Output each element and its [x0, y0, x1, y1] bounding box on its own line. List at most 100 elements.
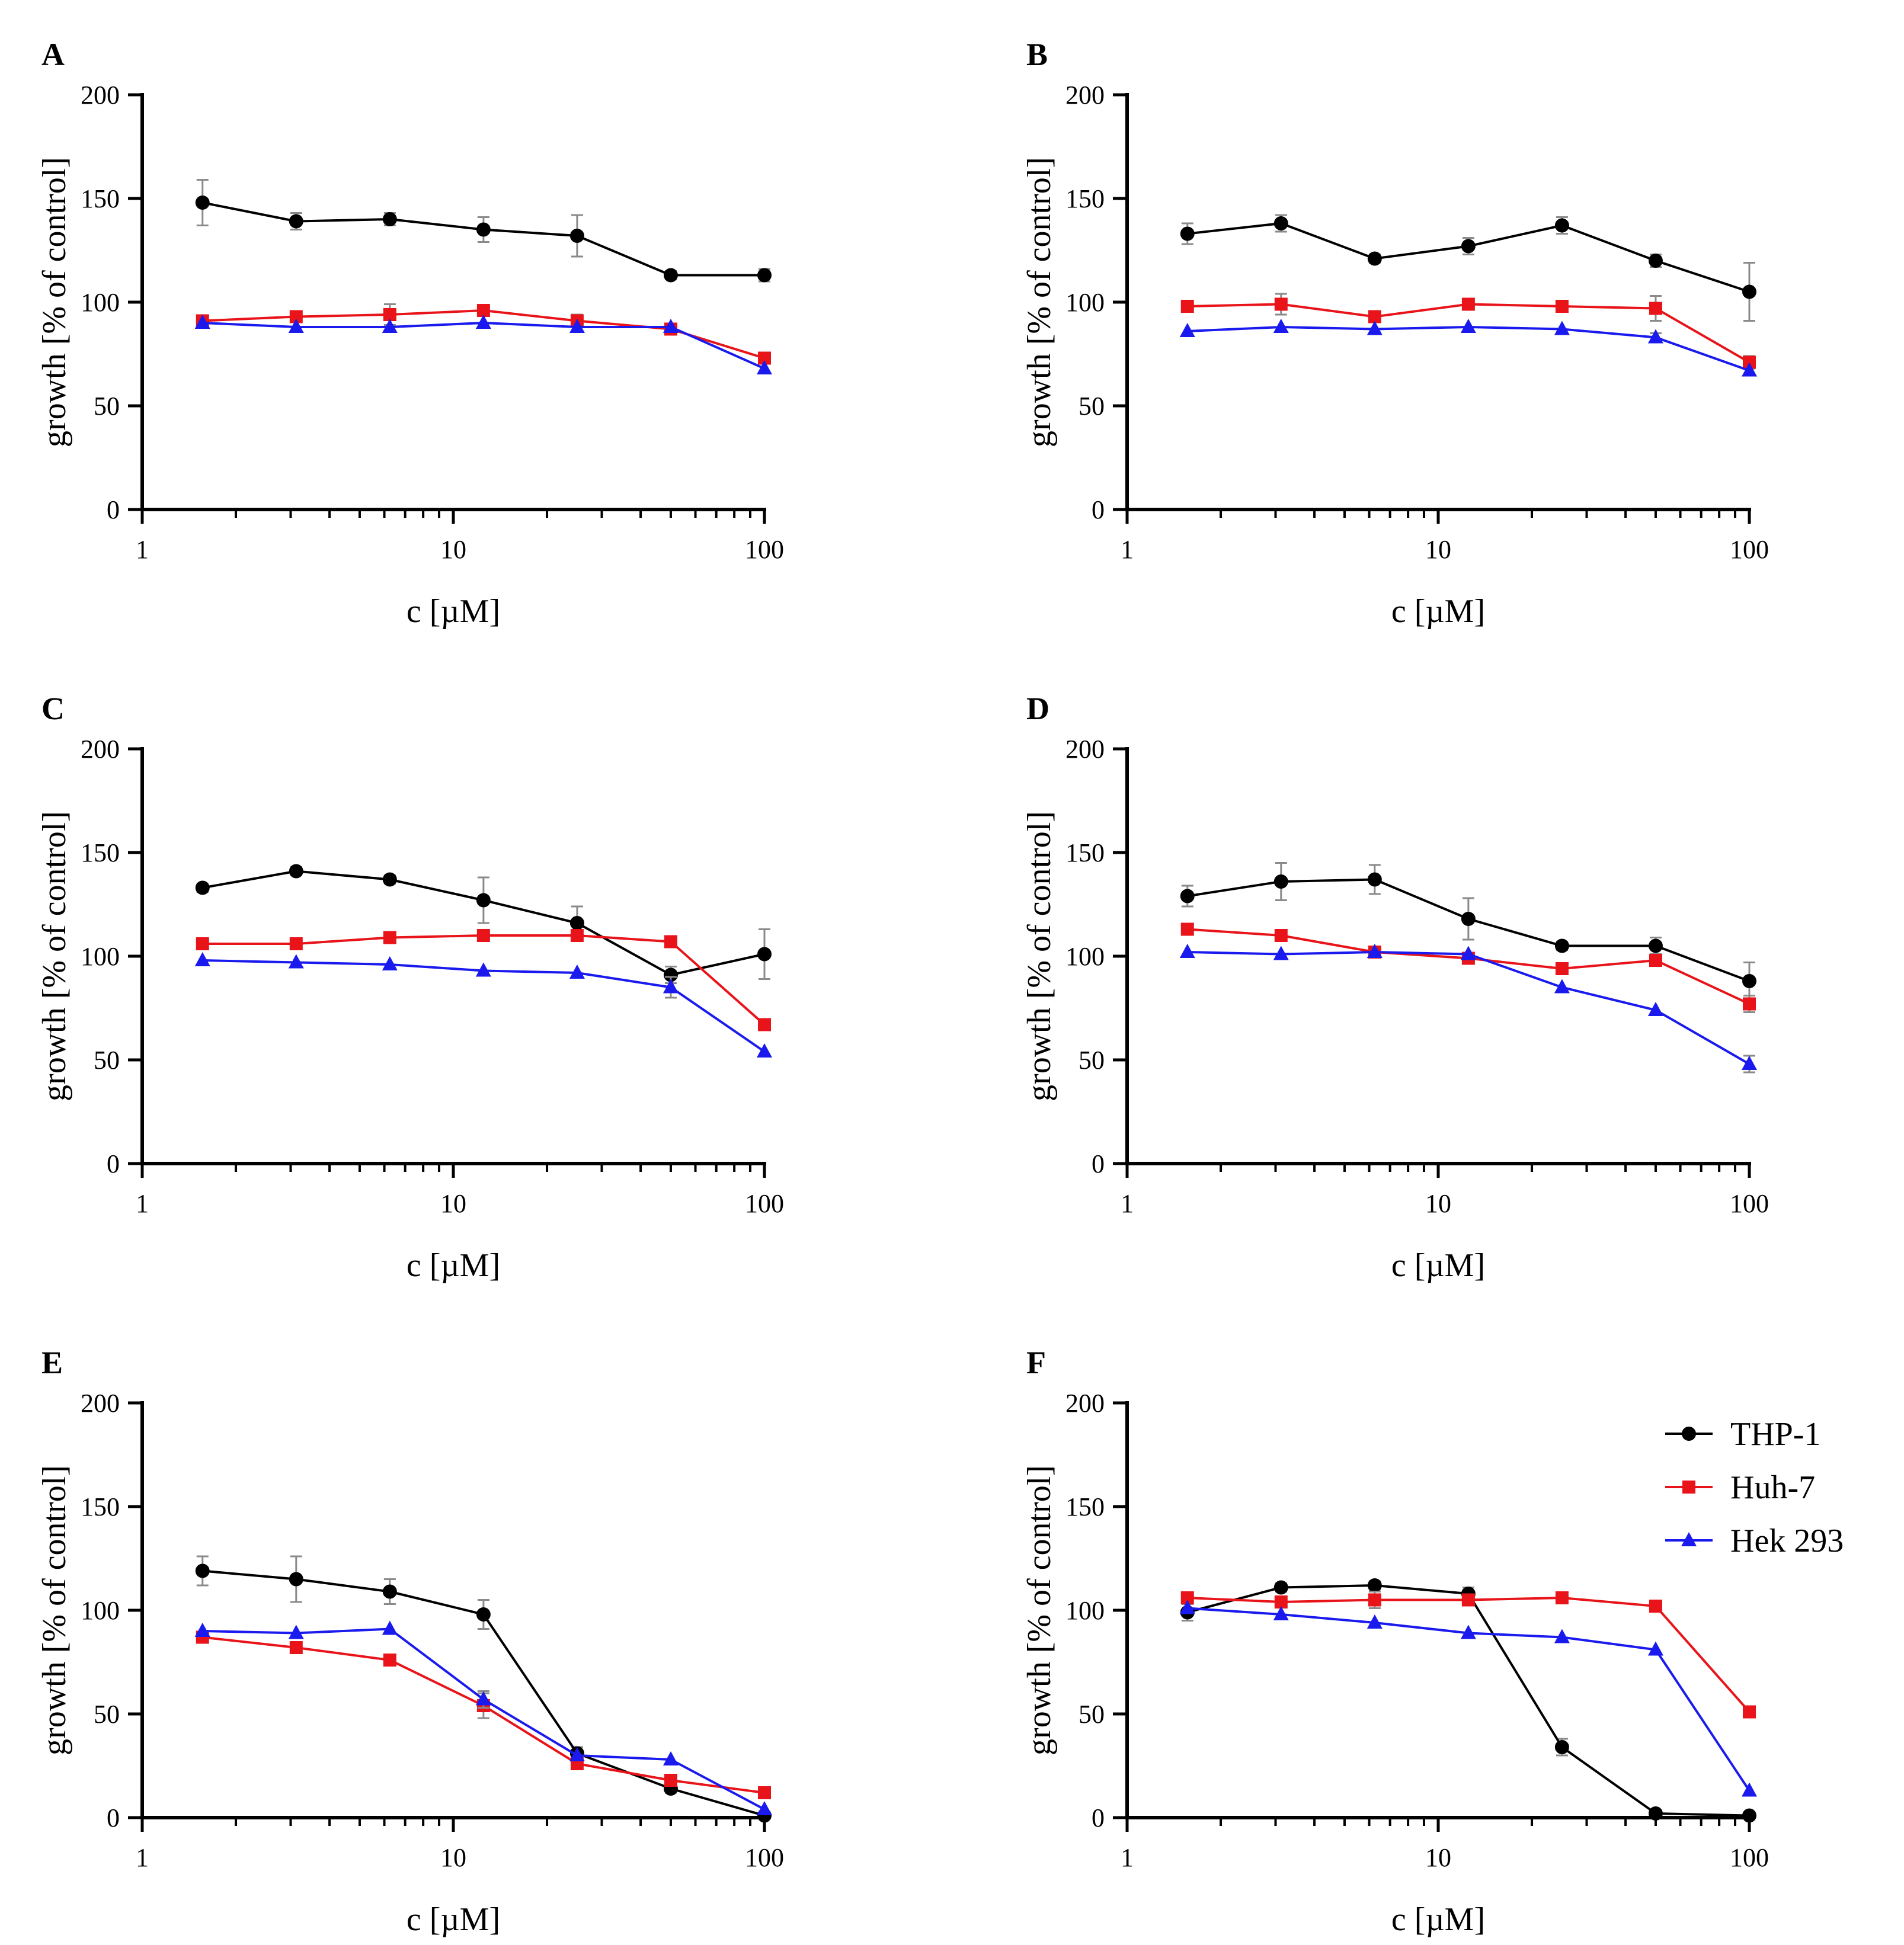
x-tick-label: 100: [1730, 535, 1769, 564]
series-thp-1: [195, 179, 772, 283]
data-point: [1554, 321, 1570, 335]
data-point: [1274, 297, 1288, 311]
data-point: [289, 864, 303, 879]
series-line: [1187, 950, 1750, 1065]
data-point: [1461, 912, 1476, 926]
data-point: [475, 1691, 491, 1706]
data-point: [663, 1751, 679, 1765]
data-point: [1367, 1578, 1382, 1592]
y-tick-label: 150: [81, 184, 120, 213]
data-point: [382, 1584, 397, 1599]
y-axis-label: growth [% of control]: [36, 1465, 73, 1755]
y-tick-label: 0: [1092, 495, 1105, 524]
data-point: [476, 1607, 491, 1622]
panel-a: A 0 50 100 150 200 1 10 100 c [µM] growth [% of co…: [36, 37, 784, 630]
legend-marker: [1682, 1427, 1696, 1441]
data-point: [476, 893, 491, 908]
legend-label: Huh-7: [1730, 1469, 1815, 1506]
y-tick-label: 150: [1065, 1492, 1105, 1521]
y-tick-label: 150: [81, 838, 120, 867]
legend-entry: Huh-7: [1665, 1469, 1815, 1506]
data-point: [570, 929, 584, 942]
data-point: [289, 937, 303, 950]
data-point: [1180, 889, 1195, 903]
legend: THP-1 Huh-7 Hek 293: [1665, 1416, 1844, 1559]
data-point: [1461, 1593, 1475, 1607]
data-point: [1742, 284, 1756, 299]
y-axis-label: growth [% of control]: [36, 157, 73, 447]
series-thp-1: [195, 864, 772, 984]
y-axis-label: growth [% of control]: [1021, 157, 1058, 447]
data-point: [663, 967, 678, 982]
series-line: [1187, 222, 1750, 293]
data-point: [1180, 300, 1194, 313]
x-axis-label: c [µM]: [1391, 593, 1485, 630]
data-point: [1554, 979, 1570, 994]
series-huh-7: [1180, 293, 1756, 370]
y-tick-label: 100: [81, 288, 120, 317]
data-point: [664, 935, 677, 949]
data-point: [382, 956, 398, 970]
data-point: [1647, 1002, 1663, 1016]
data-point: [195, 196, 210, 210]
series-huh-7: [196, 1630, 771, 1799]
y-tick-label: 200: [81, 81, 120, 110]
panel-label: D: [1026, 691, 1049, 726]
data-point: [382, 872, 397, 887]
series-line: [1187, 1584, 1750, 1817]
series-thp-1: [1180, 1578, 1756, 1823]
series-huh-7: [1180, 1591, 1756, 1719]
data-point: [1555, 962, 1569, 975]
panel-label: C: [41, 691, 65, 726]
data-point: [569, 1747, 585, 1761]
data-point: [382, 212, 397, 226]
x-tick-label: 1: [136, 535, 149, 564]
data-point: [195, 1563, 210, 1578]
data-point: [1180, 226, 1195, 241]
data-point: [1554, 938, 1569, 953]
data-point: [1648, 254, 1663, 268]
x-tick-label: 100: [745, 1843, 784, 1872]
y-tick-label: 0: [1092, 1149, 1105, 1178]
series-hek-293: [1179, 1600, 1757, 1797]
data-point: [383, 308, 396, 321]
legend-entry: Hek 293: [1665, 1523, 1844, 1559]
data-point: [1742, 1056, 1757, 1070]
x-tick-label: 100: [745, 535, 784, 564]
data-point: [1648, 938, 1663, 953]
data-point: [1555, 300, 1569, 313]
data-point: [1742, 362, 1757, 377]
data-point: [476, 222, 491, 237]
legend-label: Hek 293: [1730, 1523, 1844, 1559]
series-hek-293: [194, 315, 772, 374]
panel-e: E 0 50 100 150 200 1 10 100 c [µM] growth [% of co…: [36, 1345, 784, 1938]
data-point: [569, 916, 584, 930]
axes: [140, 747, 766, 1165]
data-point: [757, 1801, 772, 1815]
x-axis-label: c [µM]: [407, 1901, 500, 1938]
data-point: [569, 965, 585, 979]
y-tick-label: 150: [81, 1492, 120, 1521]
y-tick-label: 100: [1065, 288, 1105, 317]
x-tick-label: 1: [136, 1843, 149, 1872]
data-point: [1179, 323, 1195, 337]
x-tick-label: 1: [1121, 535, 1134, 564]
data-point: [1179, 944, 1195, 958]
y-tick-label: 200: [81, 1389, 120, 1418]
y-tick-label: 100: [1065, 942, 1105, 971]
data-point: [758, 1018, 771, 1031]
legend-label: THP-1: [1730, 1416, 1820, 1453]
series-line: [1187, 325, 1750, 372]
data-point: [1367, 251, 1382, 266]
data-point: [383, 931, 396, 944]
y-axis-label: growth [% of control]: [36, 811, 73, 1101]
data-point: [1180, 1591, 1194, 1604]
data-point: [1367, 1614, 1383, 1629]
data-point: [475, 315, 491, 329]
y-tick-label: 50: [1079, 392, 1105, 421]
data-point: [1647, 329, 1663, 344]
y-tick-label: 0: [1092, 1803, 1105, 1832]
data-point: [758, 1786, 771, 1799]
y-tick-label: 0: [107, 495, 120, 524]
data-point: [194, 952, 210, 966]
